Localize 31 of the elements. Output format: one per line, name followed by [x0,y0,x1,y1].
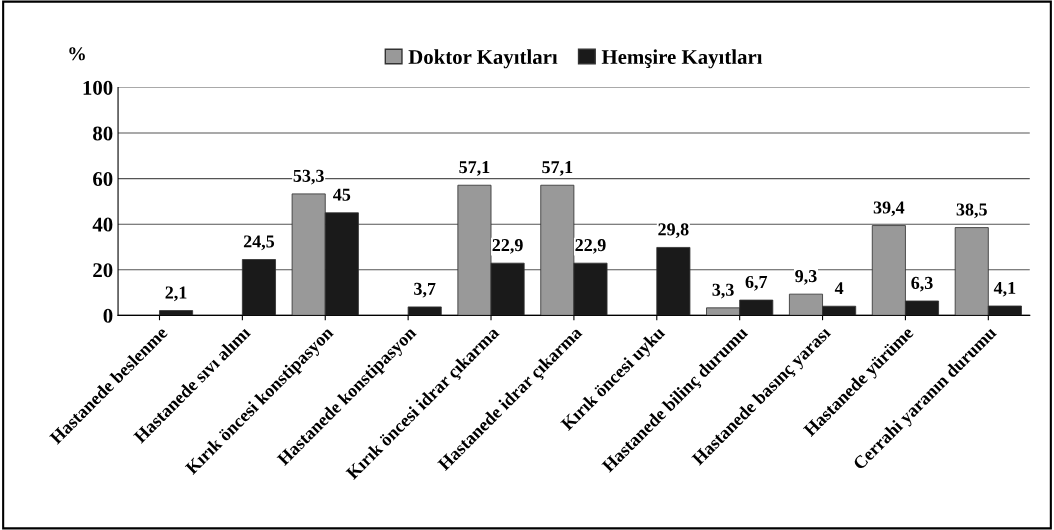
data-label: 38,5 [956,203,987,219]
data-label: 57,1 [542,161,573,176]
data-label: 22,9 [575,239,606,254]
bar [241,259,276,316]
data-label: 2,1 [165,286,187,302]
y-tick-label: 80 [93,126,113,141]
data-label: 3,3 [712,283,734,299]
y-tick-label: 40 [92,217,113,232]
data-label: 53,3 [293,169,324,185]
bar [656,247,691,316]
data-label: 4 [834,282,844,295]
y-axis-title: % [69,47,85,61]
data-label: 9,3 [795,270,817,285]
bar [159,310,194,316]
data-label: 6,3 [911,276,933,292]
y-tick-label: 20 [93,263,113,278]
y-tick-label: 0 [103,308,113,323]
data-label: 4,1 [993,281,1016,297]
data-label: 6,7 [745,275,768,291]
data-label: 39,4 [873,201,905,217]
bar [407,306,442,316]
data-label: 45 [333,188,351,201]
data-label: 57,1 [459,161,490,176]
data-label: 22,9 [492,239,523,254]
data-label: 3,7 [414,282,436,298]
y-tick-label: 100 [83,80,113,95]
data-label: 29,8 [658,223,689,239]
legend-label: Doktor Kayıtları [408,49,558,69]
data-label: 24,5 [243,235,275,251]
legend-label: Hemşire Kayıtları [601,49,763,69]
y-tick-label: 60 [93,171,113,187]
